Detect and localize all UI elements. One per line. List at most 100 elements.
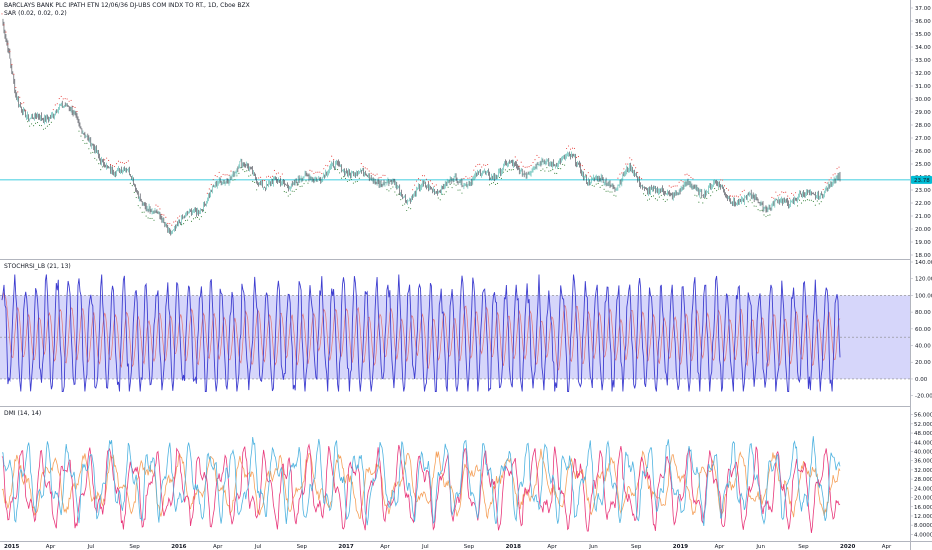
sar-dot (291, 190, 293, 192)
sar-dot (100, 169, 102, 171)
sar-dot (384, 174, 386, 176)
sar-dot (487, 163, 489, 166)
sar-dot (623, 168, 625, 170)
sar-dot (48, 124, 50, 126)
sar-dot (633, 164, 635, 166)
sar-dots (1, 13, 840, 226)
sar-dot (477, 164, 479, 166)
sar-dot (439, 199, 441, 201)
sar-dot (169, 223, 171, 225)
sar-dot (7, 43, 9, 45)
sar-dot (86, 142, 88, 144)
stochrsi-panel[interactable] (0, 274, 910, 392)
sar-dot (129, 182, 131, 184)
time-axis-label: Sep (798, 544, 809, 550)
sar-dot (402, 204, 404, 206)
sar-dot (747, 201, 749, 203)
sar-dot (378, 177, 380, 179)
sar-dot (791, 192, 793, 194)
sar-dot (354, 181, 356, 183)
sar-dot (416, 180, 418, 182)
time-axis: 2015 Apr Jul Sep 2016 Apr Jul Sep 2017 Apr Jul Sep 2… (4, 544, 892, 550)
sar-dot (82, 139, 84, 142)
sar-dot (524, 166, 526, 168)
sar-dot (27, 121, 29, 123)
sar-dot (325, 164, 327, 166)
sar-dot (800, 202, 803, 204)
sar-dot (238, 172, 240, 174)
sar-dot (394, 191, 396, 193)
sar-dot (374, 174, 376, 176)
sar-dot (275, 173, 277, 175)
sar-dot (127, 160, 129, 162)
time-axis-label: Jun (588, 544, 598, 550)
sar-dot (62, 98, 64, 100)
price-axis-label: 28.00 (915, 123, 931, 129)
sar-dot (392, 186, 394, 188)
sar-dot (583, 168, 585, 171)
sar-dot (360, 163, 362, 165)
dmi-axis-label: 20.0000 (914, 496, 932, 502)
sar-dot (725, 187, 728, 189)
sar-dot (455, 184, 457, 186)
sar-dot (635, 167, 637, 169)
sar-dot (595, 183, 597, 185)
sar-dot (121, 162, 123, 164)
sar-dot (528, 166, 530, 168)
sar-dot (672, 185, 674, 187)
dmi-axis: 56.0000 52.0000 48.0000 44.0000 40.0000 36.00… (910, 413, 932, 538)
sar-dot (457, 189, 459, 191)
sar-dot (812, 200, 814, 202)
sar-dot (548, 170, 550, 172)
price-axis-label: 29.00 (915, 110, 931, 116)
sar-dot (250, 174, 252, 176)
sar-dot (21, 103, 23, 105)
sar-dot (530, 164, 532, 166)
sar-dot (427, 181, 429, 183)
dmi-axis-label: 56.0000 (914, 413, 932, 419)
sar-dot (181, 223, 183, 225)
dmi-axis-label: 52.0000 (914, 422, 932, 428)
sar-dot (743, 189, 745, 191)
sar-dot (364, 167, 366, 169)
sar-dot (307, 182, 309, 184)
sar-dot (240, 167, 242, 169)
sar-dot (287, 195, 289, 197)
sar-dot (192, 218, 195, 220)
sar-dot (161, 214, 163, 216)
sar-dot (820, 201, 822, 203)
sar-dot (498, 177, 501, 179)
sar-dot (40, 125, 43, 127)
time-axis-label: Sep (464, 544, 475, 550)
sar-dot (74, 106, 76, 109)
sar-dot (759, 210, 761, 212)
sar-dot (258, 177, 260, 179)
sar-dot (546, 167, 548, 169)
sar-dot (475, 165, 477, 167)
sar-dot (412, 189, 414, 191)
sar-dot (564, 164, 566, 166)
sar-dot (125, 161, 127, 164)
sar-dot (234, 179, 236, 181)
sar-dot (64, 98, 66, 100)
dmi-panel[interactable] (1, 436, 841, 534)
sar-dot (473, 169, 475, 171)
sar-dot (496, 182, 499, 185)
sar-dot (461, 192, 463, 194)
sar-dot (226, 174, 228, 176)
sar-dot (569, 148, 572, 150)
sar-dot (175, 220, 177, 222)
price-panel[interactable] (0, 13, 910, 236)
sar-dot (643, 193, 645, 195)
sar-dot (90, 152, 92, 154)
sar-dot (421, 175, 424, 177)
sar-dot (670, 186, 672, 188)
sar-dot (662, 198, 664, 200)
stochrsi-axis-label: 0.00 (915, 377, 928, 383)
sar-dot (185, 220, 187, 222)
price-axis-label: 21.00 (915, 214, 931, 220)
sar-dot (706, 197, 708, 199)
sar-dot (9, 50, 11, 52)
sar-dot (560, 168, 562, 170)
